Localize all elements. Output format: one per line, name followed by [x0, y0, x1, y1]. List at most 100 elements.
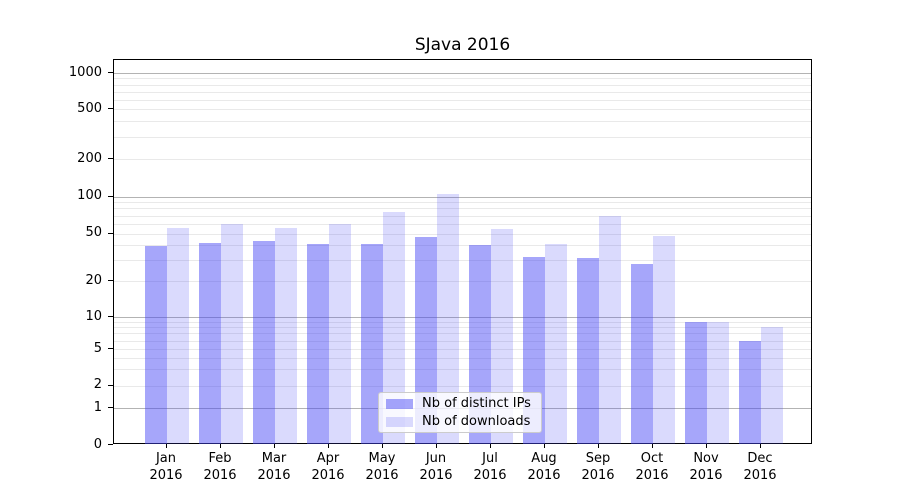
- x-tick-label: Aug 2016: [527, 451, 561, 483]
- x-tick-mark: [166, 444, 167, 448]
- x-tick-mark: [436, 444, 437, 448]
- x-tick-label: Sep 2016: [581, 451, 615, 483]
- bar-ips-oct: [631, 263, 653, 444]
- y-tick-label: 5: [93, 340, 102, 356]
- x-tick-label: Dec 2016: [743, 451, 777, 483]
- legend-swatch-downloads: [386, 416, 413, 427]
- gridline-minor: [114, 369, 811, 371]
- y-tick-mark: [108, 195, 113, 197]
- gridline-minor: [114, 321, 811, 323]
- x-tick-mark: [760, 444, 761, 448]
- bar-ips-dec: [739, 340, 761, 444]
- bar-downloads-dec: [761, 327, 783, 444]
- x-tick-mark: [328, 444, 329, 448]
- y-tick-mark: [108, 384, 113, 386]
- gridline-minor: [114, 208, 811, 210]
- legend-label-downloads: Nb of downloads: [422, 414, 531, 429]
- y-tick-label: 100: [77, 188, 102, 203]
- y-tick-mark: [108, 158, 113, 159]
- x-tick-mark: [706, 444, 707, 448]
- y-tick-label: 500: [77, 100, 102, 116]
- bar-ips-jan: [145, 246, 167, 444]
- x-tick-label: Oct 2016: [635, 451, 669, 483]
- x-tick-mark: [598, 444, 599, 448]
- gridline-major: [114, 196, 811, 198]
- x-tick-mark: [274, 444, 275, 448]
- y-tick-label: 1000: [68, 64, 102, 80]
- y-tick-label: 200: [77, 150, 102, 166]
- x-tick-label: Nov 2016: [689, 451, 723, 483]
- x-tick-mark: [490, 444, 491, 448]
- gridline-minor: [114, 333, 811, 335]
- gridline-minor: [114, 215, 811, 217]
- gridline-minor: [114, 349, 811, 350]
- x-tick-label: Jun 2016: [419, 451, 453, 483]
- x-tick-label: Jul 2016: [473, 451, 507, 483]
- gridline-minor: [114, 136, 811, 138]
- plot-area: [113, 59, 812, 444]
- x-tick-mark: [220, 444, 221, 448]
- y-tick-mark: [108, 407, 113, 408]
- bar-downloads-jun: [437, 193, 459, 444]
- x-tick-mark: [544, 444, 545, 448]
- y-tick-label: 2: [93, 377, 102, 392]
- y-tick-mark: [108, 444, 113, 445]
- gridline-minor: [114, 159, 811, 160]
- bar-downloads-nov: [707, 321, 729, 444]
- gridline-major: [114, 317, 811, 318]
- gridline-major: [114, 73, 811, 74]
- y-tick-label: 20: [85, 272, 102, 288]
- gridline-minor: [114, 385, 811, 387]
- gridline-minor: [114, 259, 811, 261]
- gridline-minor: [114, 91, 811, 93]
- bar-downloads-feb: [221, 223, 243, 444]
- chart-title: SJava 2016: [414, 35, 511, 55]
- gridline-minor: [114, 84, 811, 86]
- bar-downloads-sep: [599, 215, 621, 444]
- x-tick-label: Mar 2016: [257, 451, 291, 483]
- bar-downloads-aug: [545, 243, 567, 444]
- y-tick-label: 50: [85, 225, 102, 240]
- gridline-minor: [114, 121, 811, 123]
- gridline-minor: [114, 233, 811, 235]
- gridline-minor: [114, 327, 811, 329]
- gridline-minor: [114, 109, 811, 110]
- x-tick-label: Apr 2016: [311, 451, 345, 483]
- y-tick-label: 0: [93, 436, 102, 452]
- gridline-minor: [114, 245, 811, 247]
- x-tick-label: Jan 2016: [149, 451, 183, 483]
- y-tick-mark: [108, 232, 113, 234]
- legend-swatch-ips: [386, 398, 413, 409]
- bar-downloads-jan: [167, 228, 189, 444]
- y-tick-label: 10: [85, 308, 102, 324]
- legend-item-ips: Nb of distinct IPs: [386, 396, 534, 411]
- gridline-minor: [114, 357, 811, 359]
- bar-ips-nov: [685, 321, 707, 444]
- bar-ips-feb: [199, 242, 221, 444]
- bar-downloads-oct: [653, 235, 675, 444]
- bar-ips-apr: [307, 243, 329, 444]
- gridline-minor: [114, 99, 811, 101]
- bar-downloads-may: [383, 211, 405, 444]
- x-tick-label: May 2016: [365, 451, 399, 483]
- bar-downloads-apr: [329, 223, 351, 444]
- y-tick-mark: [108, 72, 113, 73]
- gridline-minor: [114, 78, 811, 80]
- gridline-minor: [114, 202, 811, 204]
- y-tick-mark: [108, 108, 113, 109]
- bar-ips-may: [361, 243, 383, 444]
- y-tick-mark: [108, 316, 113, 317]
- y-tick-mark: [108, 280, 113, 281]
- bar-ips-sep: [577, 258, 599, 444]
- legend-label-ips: Nb of distinct IPs: [422, 396, 531, 411]
- x-tick-mark: [652, 444, 653, 448]
- x-tick-mark: [382, 444, 383, 448]
- bar-downloads-jul: [491, 229, 513, 444]
- gridline-minor: [114, 281, 811, 282]
- gridline-minor: [114, 340, 811, 342]
- y-tick-mark: [108, 348, 113, 349]
- bar-ips-mar: [253, 241, 275, 444]
- legend: Nb of distinct IPs Nb of downloads: [378, 392, 542, 433]
- gridline-minor: [114, 223, 811, 225]
